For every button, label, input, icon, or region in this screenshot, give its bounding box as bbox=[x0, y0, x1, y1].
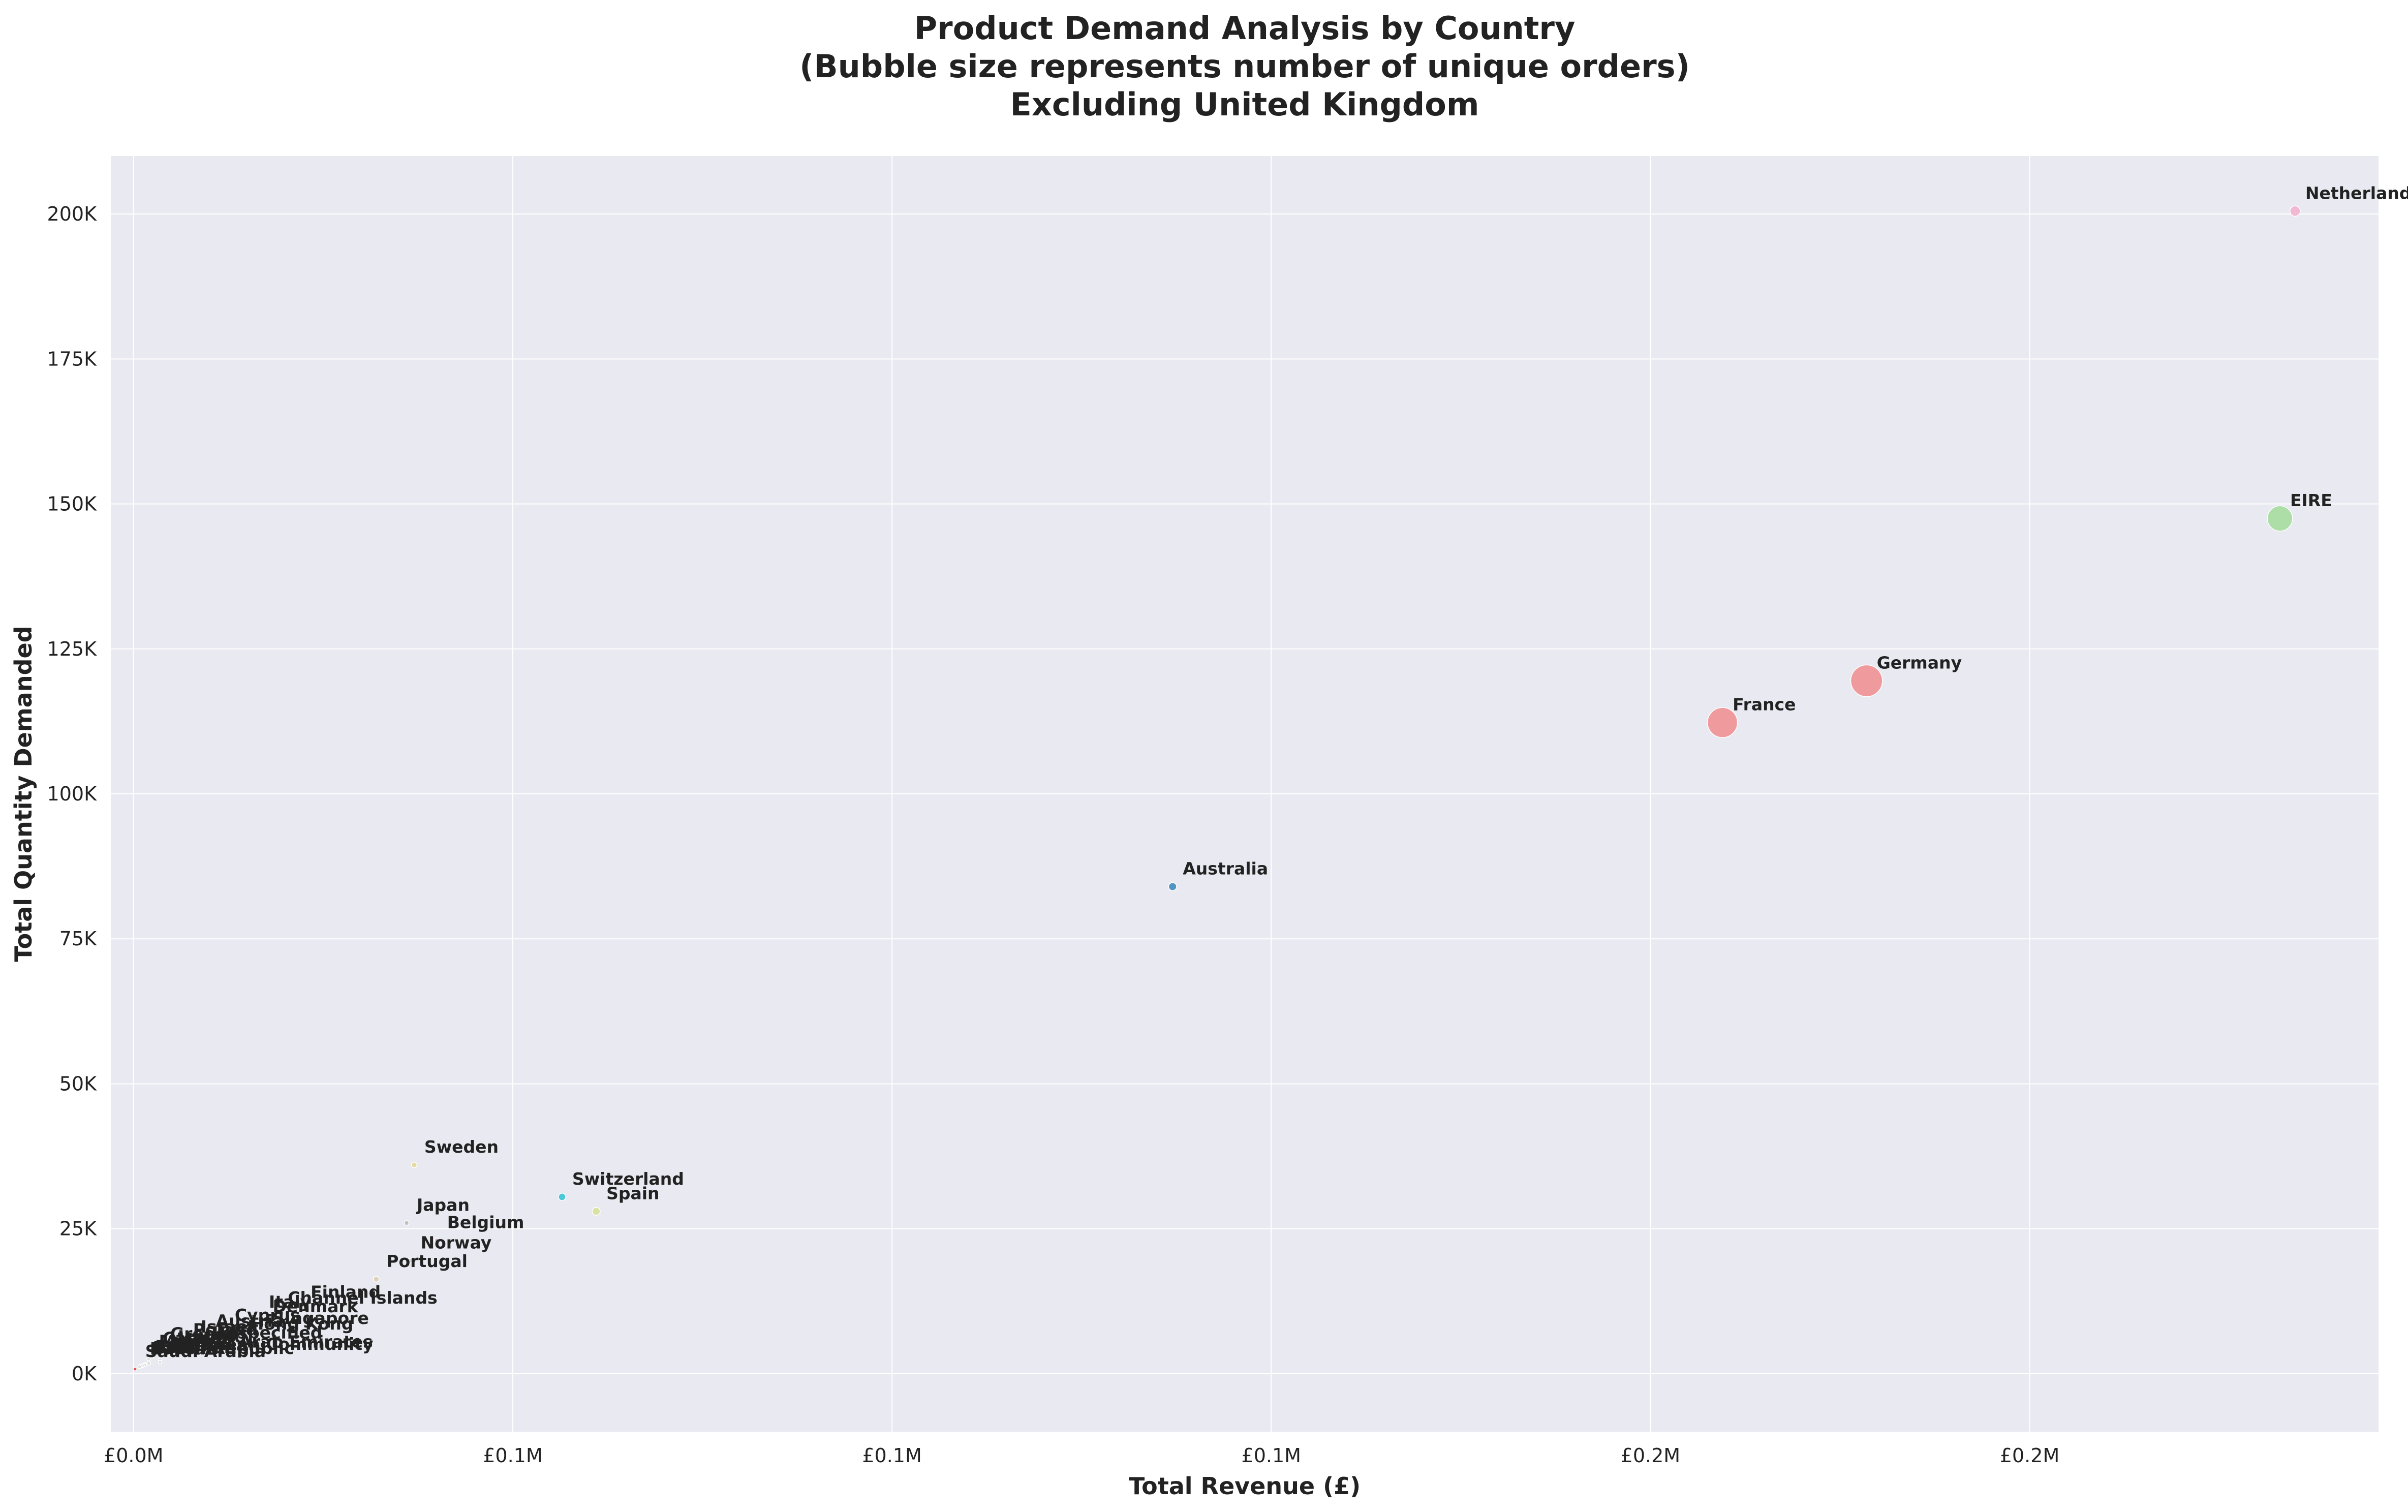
chart-title-line-1: Product Demand Analysis by Country bbox=[914, 10, 1576, 47]
data-point bbox=[2289, 205, 2301, 217]
data-point-label: Czech Republic bbox=[151, 1338, 294, 1358]
data-point-label: Cyprus bbox=[235, 1305, 300, 1325]
data-point-label: Israel bbox=[201, 1317, 254, 1337]
data-point bbox=[199, 1348, 204, 1353]
x-axis-label: Total Revenue (£) bbox=[1129, 1472, 1361, 1500]
data-point-label: Channel Islands bbox=[288, 1288, 437, 1308]
data-point bbox=[592, 1207, 601, 1216]
data-point bbox=[158, 1360, 163, 1365]
data-point bbox=[146, 1361, 151, 1366]
data-point-label: Poland bbox=[193, 1320, 258, 1340]
data-point-label: European Community bbox=[170, 1334, 373, 1354]
data-point bbox=[150, 1354, 155, 1359]
y-tick-label: 0K bbox=[72, 1363, 97, 1385]
x-tick-label: £0.2M bbox=[2000, 1444, 2059, 1467]
data-point-label: Australia bbox=[1183, 859, 1268, 879]
data-point-label: Switzerland bbox=[572, 1169, 684, 1189]
data-point-label: Saudi Arabia bbox=[145, 1341, 266, 1361]
data-point bbox=[260, 1322, 265, 1327]
data-point-label: Iceland bbox=[178, 1326, 246, 1346]
data-point bbox=[373, 1276, 380, 1283]
data-point-label: Canada bbox=[163, 1329, 233, 1348]
point-layer bbox=[133, 205, 2301, 1372]
y-tick-label: 125K bbox=[47, 638, 98, 660]
data-point-label: Denmark bbox=[272, 1297, 358, 1316]
y-tick-label: 25K bbox=[59, 1218, 97, 1240]
data-point bbox=[1168, 882, 1177, 891]
data-point-label: Austria bbox=[216, 1311, 284, 1331]
data-point-label: EIRE bbox=[2290, 490, 2332, 510]
data-point bbox=[1707, 707, 1738, 738]
data-point bbox=[188, 1342, 193, 1347]
y-tick-label: 75K bbox=[59, 928, 97, 950]
x-tick-label: £0.1M bbox=[862, 1444, 921, 1467]
data-point bbox=[1850, 664, 1883, 697]
data-point bbox=[434, 1238, 440, 1243]
data-point-label: Hong Kong bbox=[250, 1314, 354, 1334]
data-point bbox=[408, 1258, 413, 1263]
data-point-label: Netherlands bbox=[2305, 183, 2408, 203]
data-point bbox=[133, 1367, 138, 1372]
data-point-label: United Arab Emirates bbox=[170, 1332, 373, 1352]
y-tick-label: 150K bbox=[47, 493, 98, 515]
data-point bbox=[146, 1357, 151, 1362]
data-point-label: Spain bbox=[606, 1183, 659, 1203]
data-point-label: RSA bbox=[155, 1337, 193, 1356]
y-tick-label: 100K bbox=[47, 783, 98, 805]
data-point-label: Lebanon bbox=[155, 1337, 236, 1357]
y-tick-label: 200K bbox=[47, 203, 98, 225]
x-tick-label: £0.2M bbox=[1621, 1444, 1680, 1467]
data-point-label: Portugal bbox=[386, 1251, 468, 1271]
data-point bbox=[404, 1220, 410, 1226]
data-point bbox=[2267, 505, 2293, 532]
data-point-label: Singapore bbox=[272, 1308, 368, 1328]
data-point-label: Brazil bbox=[153, 1338, 207, 1357]
data-point bbox=[137, 1364, 142, 1369]
x-tick-label: £0.1M bbox=[483, 1444, 542, 1467]
data-point-label: Greece bbox=[170, 1324, 236, 1344]
data-point-label: Malta bbox=[159, 1331, 212, 1351]
data-point bbox=[180, 1345, 186, 1350]
data-point-label: Lithuania bbox=[159, 1335, 248, 1355]
grid-layer bbox=[111, 156, 2379, 1432]
data-point bbox=[260, 1334, 265, 1338]
data-point bbox=[558, 1193, 566, 1201]
data-point bbox=[237, 1339, 242, 1344]
data-point bbox=[165, 1352, 170, 1357]
y-tick-label: 175K bbox=[47, 348, 98, 370]
data-point bbox=[298, 1308, 303, 1312]
tick-layer: £0.0M £0.1M £0.1M £0.1M £0.2M £0.2M 0K 25K 50K 75… bbox=[47, 203, 2060, 1467]
data-point bbox=[275, 1313, 280, 1318]
data-point bbox=[222, 1331, 227, 1336]
chart-title-line-3: Excluding United Kingdom bbox=[1010, 86, 1479, 123]
data-point-label: Sweden bbox=[424, 1137, 499, 1157]
data-point-label: Germany bbox=[1877, 653, 1962, 673]
chart-title-line-2: (Bubble size represents number of unique… bbox=[799, 48, 1690, 85]
data-point bbox=[256, 1317, 261, 1322]
x-tick-label: £0.0M bbox=[104, 1444, 163, 1467]
data-point-label: Norway bbox=[420, 1232, 491, 1252]
data-point-label: Bahrain bbox=[150, 1339, 223, 1359]
data-point-label: Belgium bbox=[447, 1213, 524, 1232]
data-point bbox=[203, 1337, 208, 1341]
data-point-label: France bbox=[1733, 695, 1796, 715]
data-point-label: Unspecified bbox=[212, 1322, 322, 1342]
data-point bbox=[411, 1161, 418, 1168]
x-tick-label: £0.1M bbox=[1242, 1444, 1301, 1467]
data-point-label: Italy bbox=[269, 1292, 311, 1312]
data-point-label: Finland bbox=[311, 1282, 381, 1302]
label-layer: Netherlands EIRE Germany France Australia Swe… bbox=[145, 183, 2408, 1361]
data-point-label: Japan bbox=[416, 1195, 470, 1215]
y-axis-label: Total Quantity Demanded bbox=[10, 626, 37, 962]
y-tick-label: 50K bbox=[59, 1072, 97, 1095]
data-point bbox=[158, 1349, 163, 1354]
